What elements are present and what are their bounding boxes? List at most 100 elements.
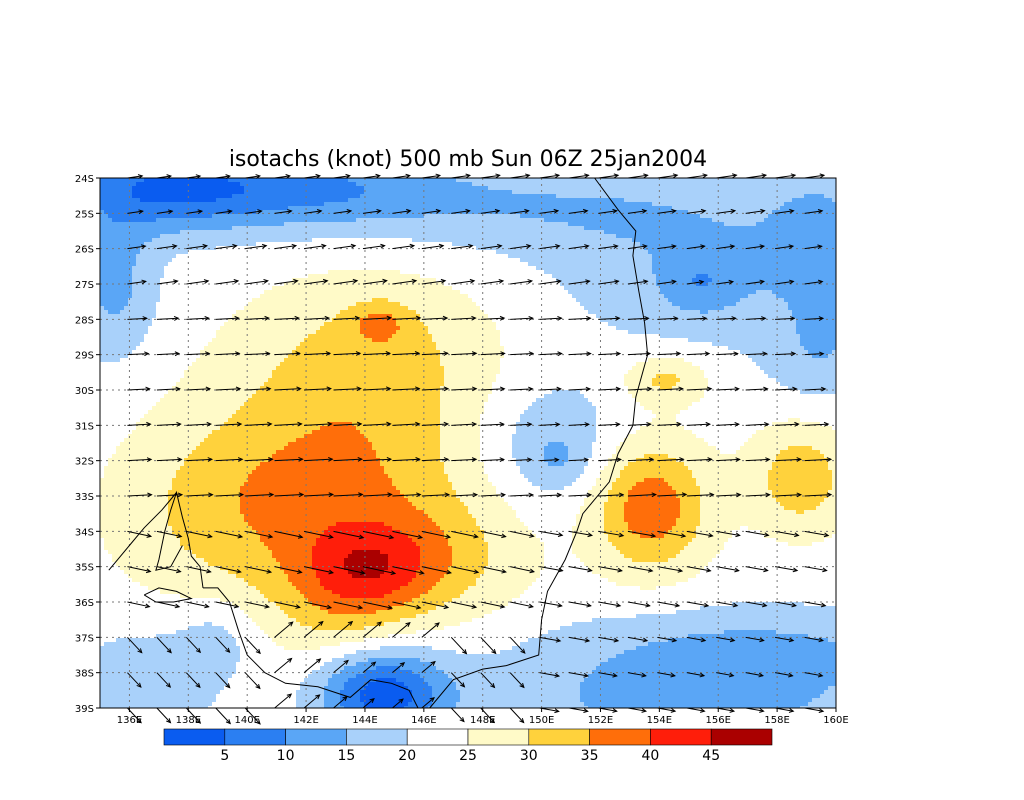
speed-cell: [576, 522, 604, 527]
speed-cell: [156, 634, 232, 639]
speed-cell: [388, 566, 420, 571]
speed-cell: [536, 534, 572, 539]
wind-arrow: [274, 386, 302, 392]
speed-cell: [376, 450, 440, 455]
speed-cell: [788, 302, 836, 307]
wind-arrow: [627, 530, 657, 538]
speed-cell: [440, 398, 488, 403]
speed-cell: [680, 410, 836, 415]
wind-arrow: [156, 316, 180, 321]
speed-cell: [244, 514, 428, 519]
wind-arrow: [775, 530, 800, 538]
wind-arrow: [421, 601, 450, 610]
speed-cell: [444, 366, 500, 371]
speed-cell: [100, 386, 172, 391]
speed-cell: [636, 458, 676, 463]
wind-arrow: [775, 457, 802, 462]
speed-cell: [440, 578, 476, 583]
speed-cell: [376, 610, 428, 615]
speed-cell: [268, 378, 444, 383]
speed-cell: [696, 574, 836, 579]
speed-cell: [256, 622, 300, 627]
speed-cell: [784, 298, 836, 303]
speed-cell: [116, 562, 208, 567]
speed-cell: [660, 334, 800, 339]
speed-cell: [316, 542, 416, 547]
speed-cell: [100, 442, 120, 447]
speed-cell: [104, 306, 124, 311]
speed-cell: [168, 490, 240, 495]
speed-cell: [788, 386, 836, 391]
speed-cell: [588, 706, 800, 709]
speed-cell: [440, 454, 480, 459]
wind-arrow: [657, 601, 681, 608]
speed-cell: [448, 538, 484, 543]
speed-cell: [104, 538, 180, 543]
speed-cell: [396, 486, 452, 491]
speed-cell: [616, 546, 684, 551]
speed-cell: [632, 394, 704, 399]
speed-cell: [588, 566, 704, 571]
speed-cell: [100, 254, 136, 259]
speed-cell: [516, 514, 576, 519]
speed-cell: [592, 486, 612, 491]
wind-arrow: [245, 530, 274, 539]
speed-cell: [788, 418, 800, 423]
speed-cell: [300, 686, 324, 691]
speed-cell: [512, 446, 544, 451]
speed-cell: [400, 618, 472, 623]
wind-arrow: [215, 421, 243, 427]
speed-cell: [380, 574, 416, 579]
speed-cell: [696, 478, 768, 483]
wind-arrow: [392, 566, 425, 575]
speed-cell: [648, 358, 684, 363]
speed-cell: [800, 390, 836, 395]
wind-arrow: [392, 351, 421, 356]
speed-cell: [120, 310, 156, 315]
speed-cell: [100, 594, 180, 599]
speed-cell: [656, 274, 696, 279]
speed-cell: [244, 190, 364, 195]
wind-arrow: [716, 173, 738, 179]
speed-cell: [112, 554, 196, 559]
speed-cell: [180, 378, 268, 383]
speed-cell: [496, 490, 588, 495]
speed-cell: [100, 226, 232, 231]
colorbar-swatch: [710, 728, 773, 746]
speed-cell: [608, 490, 628, 495]
wind-arrow: [745, 707, 765, 713]
speed-cell: [364, 706, 404, 709]
speed-cell: [572, 294, 664, 299]
wind-arrow: [392, 421, 421, 427]
speed-cell: [228, 630, 264, 635]
wind-arrow: [156, 707, 172, 724]
speed-cell: [784, 506, 816, 511]
wind-arrow: [215, 315, 240, 321]
speed-cell: [824, 498, 836, 503]
speed-cell: [236, 662, 324, 667]
speed-cell: [296, 706, 324, 709]
speed-cell: [704, 438, 748, 443]
speed-cell: [712, 218, 764, 223]
speed-cell: [168, 510, 240, 515]
speed-cell: [100, 190, 132, 195]
speed-cell: [116, 638, 236, 643]
speed-cell: [736, 450, 780, 455]
speed-cell: [564, 442, 592, 447]
speed-cell: [392, 606, 436, 611]
speed-cell: [616, 478, 644, 483]
speed-cell: [544, 554, 576, 559]
speed-cell: [488, 398, 536, 403]
speed-cell: [124, 306, 156, 311]
speed-cell: [476, 302, 580, 307]
speed-cell: [356, 218, 544, 223]
speed-cell: [700, 486, 768, 491]
speed-cell: [472, 514, 516, 519]
speed-cell: [460, 694, 580, 699]
speed-cell: [168, 522, 248, 527]
speed-cell: [572, 542, 612, 547]
wind-arrow: [333, 315, 361, 321]
wind-arrow: [539, 530, 564, 538]
wind-arrow: [156, 492, 184, 498]
wind-arrow: [539, 601, 563, 608]
